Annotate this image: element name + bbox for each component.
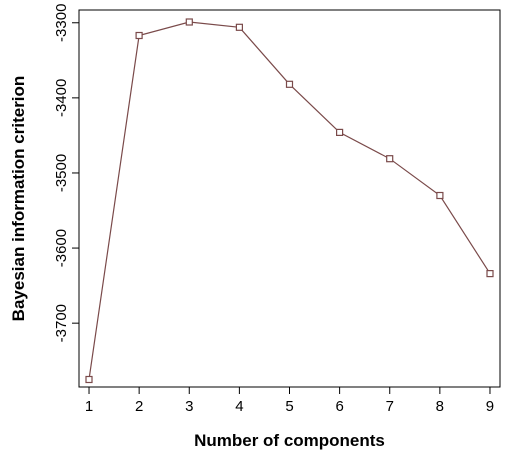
x-axis-title: Number of components bbox=[194, 431, 385, 450]
x-tick-label: 2 bbox=[135, 398, 143, 415]
data-point bbox=[185, 18, 193, 26]
x-tick-label: 1 bbox=[85, 398, 93, 415]
data-point bbox=[486, 270, 494, 278]
data-point bbox=[436, 191, 444, 200]
x-tick-label: 8 bbox=[436, 398, 444, 415]
x-tick-label: 5 bbox=[285, 398, 293, 415]
y-axis: -3700 -3600 -3500 -3400 -3300 bbox=[53, 4, 79, 342]
data-point bbox=[135, 31, 143, 40]
x-tick-label: 3 bbox=[185, 398, 193, 415]
series-layer bbox=[85, 18, 494, 384]
y-tick-label: -3400 bbox=[53, 79, 70, 117]
x-tick-label: 7 bbox=[386, 398, 394, 415]
y-axis-title: Bayesian information criterion bbox=[9, 76, 28, 322]
x-tick-label: 6 bbox=[335, 398, 343, 415]
x-tick-label: 9 bbox=[486, 398, 494, 415]
data-point bbox=[386, 155, 394, 163]
y-tick-label: -3300 bbox=[53, 4, 70, 42]
data-point bbox=[285, 80, 294, 88]
data-point bbox=[336, 128, 344, 136]
series-line bbox=[88, 21, 491, 380]
y-tick-label: -3600 bbox=[53, 229, 70, 267]
x-axis: 1 2 3 4 5 6 7 8 9 bbox=[85, 387, 494, 415]
y-tick-label: -3700 bbox=[53, 304, 70, 342]
y-tick-label: -3500 bbox=[53, 154, 70, 192]
data-point bbox=[85, 375, 93, 384]
x-tick-label: 4 bbox=[235, 398, 243, 415]
data-point bbox=[235, 23, 243, 31]
